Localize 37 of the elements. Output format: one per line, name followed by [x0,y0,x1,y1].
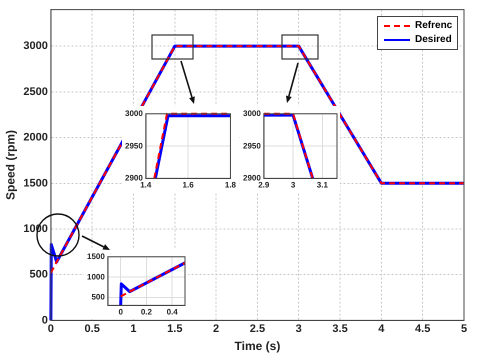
y-tick-label: 2500 [23,86,48,98]
x-axis-title: Time (s) [234,339,280,354]
x-tick-label: 3 [290,180,296,190]
x-tick-label: 2.5 [250,323,266,336]
y-tick-label: 3000 [23,40,48,52]
y-tick-label: 2900 [243,174,262,183]
x-tick-label: 1.6 [182,180,194,190]
x-tick-label: 2 [213,323,220,336]
x-tick-label: 5 [460,323,468,336]
y-tick-label: 2000 [23,132,48,144]
x-tick-label: 1.5 [167,323,182,336]
y-tick-label: 500 [91,292,106,302]
y-tick-label: 1500 [23,177,48,190]
x-tick-label: 0.5 [84,323,100,336]
x-tick-label: 0.4 [166,307,178,316]
y-tick-label: 3000 [243,109,262,118]
y-tick-label: 1000 [87,272,106,282]
y-tick-label: 500 [30,268,48,281]
y-tick-label: 2950 [243,141,262,150]
x-tick-label: 3.1 [316,180,328,190]
x-tick-label: 0 [118,307,124,316]
x-tick-label: 4 [378,323,386,336]
x-tick-label: 3.5 [332,323,348,336]
x-tick-label: 1.8 [224,180,237,190]
x-tick-label: 0.2 [140,307,153,316]
x-tick-label: 2.9 [258,180,270,190]
x-tick-label: 4.5 [415,323,430,336]
x-tick-label: 3 [296,323,302,336]
y-tick-label: 1500 [87,252,106,262]
y-tick-label: 3000 [125,109,144,118]
y-tick-label: 2950 [125,141,144,150]
y-axis-title: Speed (rpm) [4,130,18,200]
legend-label: Refrenc [415,20,452,32]
x-tick-label: 1 [130,323,137,336]
legend-label: Desired [415,34,452,46]
x-tick-label: 1.4 [140,180,152,190]
y-tick-label: 2900 [125,174,144,183]
